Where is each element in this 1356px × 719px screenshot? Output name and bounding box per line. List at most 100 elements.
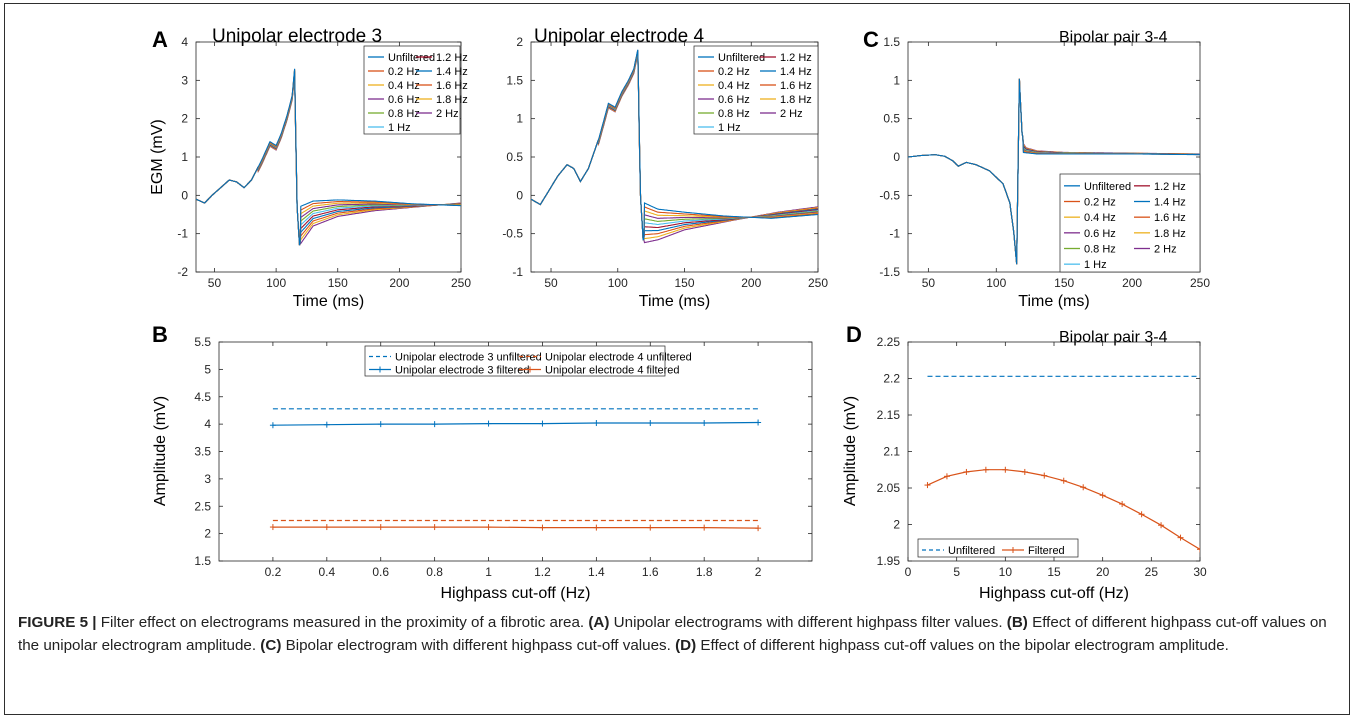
y-tick-label: 2 bbox=[204, 527, 211, 541]
series-line bbox=[272, 526, 759, 529]
legend: Unfiltered 0.2 Hz 0.4 Hz 0.6 Hz 0.8 Hz 1 Hz 1.… bbox=[1059, 173, 1201, 273]
y-tick-label: 0 bbox=[181, 188, 188, 202]
legend-label: Unfiltered bbox=[1084, 181, 1131, 193]
y-tick-label: 3.5 bbox=[194, 445, 211, 459]
legend-label: 0.2 Hz bbox=[388, 66, 420, 78]
x-tick-label: 1 bbox=[485, 565, 492, 579]
y-tick-label: -1 bbox=[889, 227, 900, 241]
legend-box bbox=[1059, 173, 1201, 273]
y-axis-label: Amplitude (mV) bbox=[152, 396, 169, 506]
x-tick-label: 250 bbox=[451, 276, 471, 290]
y-tick-label: 5 bbox=[204, 362, 211, 376]
y-tick-label: 1 bbox=[181, 150, 188, 164]
caption-label: FIGURE 5 | bbox=[18, 614, 97, 631]
y-tick-label: 2.15 bbox=[877, 408, 901, 422]
legend-box bbox=[363, 45, 461, 135]
legend-box bbox=[693, 45, 819, 135]
y-tick-label: 2.5 bbox=[194, 499, 211, 513]
plot-area bbox=[908, 78, 1200, 265]
x-tick-label: 0.6 bbox=[372, 565, 389, 579]
legend-label: 0.4 Hz bbox=[388, 80, 420, 92]
y-tick-label: -1.5 bbox=[879, 265, 900, 279]
legend-label: 2 Hz bbox=[780, 108, 803, 120]
x-tick-label: 1.8 bbox=[696, 565, 713, 579]
y-tick-label: -2 bbox=[177, 265, 188, 279]
x-tick-label: 15 bbox=[1047, 565, 1061, 579]
panel-title: Unipolar electrode 3 bbox=[212, 26, 382, 47]
x-tick-label: 150 bbox=[328, 276, 348, 290]
x-tick-label: 30 bbox=[1193, 565, 1207, 579]
legend: Unfiltered Filtered bbox=[917, 538, 1079, 558]
series-line bbox=[272, 421, 759, 426]
panel-A2: 50 100 150 200 250 -1 -0.5 0 0.5 1 1.5 2 Time (ms) Un… bbox=[502, 26, 828, 310]
y-tick-label: 2 bbox=[181, 112, 188, 126]
panel-letter: C bbox=[863, 27, 879, 52]
legend-label: 1.8 Hz bbox=[780, 94, 812, 106]
legend-label: Unfiltered bbox=[718, 52, 765, 64]
x-tick-label: 200 bbox=[1122, 276, 1142, 290]
legend-label: 0.4 Hz bbox=[718, 80, 750, 92]
legend-label: Unipolar electrode 4 filtered bbox=[545, 365, 680, 377]
y-tick-label: -1 bbox=[512, 265, 523, 279]
y-tick-label: 0.5 bbox=[506, 150, 523, 164]
legend-label: 1.6 Hz bbox=[780, 80, 812, 92]
panel-D: 0 5 10 15 20 25 30 1.95 2 2.05 2.1 2.15 2.2 2.25 Highp… bbox=[842, 322, 1207, 602]
legend-label: 1.6 Hz bbox=[1154, 212, 1186, 224]
y-axis-label: EGM (mV) bbox=[149, 119, 166, 195]
legend-label: Filtered bbox=[1028, 545, 1065, 557]
legend-label: Unfiltered bbox=[388, 52, 435, 64]
series-line bbox=[531, 49, 818, 241]
legend-label: 1 Hz bbox=[718, 122, 741, 134]
legend-label: Unipolar electrode 3 filtered bbox=[395, 365, 530, 377]
caption-tag-b: (B) bbox=[1006, 614, 1028, 631]
x-tick-label: 2 bbox=[755, 565, 762, 579]
plot-area bbox=[196, 68, 461, 246]
caption-text-b: Effect of different highpass cut-off val… bbox=[18, 614, 1327, 654]
x-tick-label: 200 bbox=[741, 276, 761, 290]
y-tick-label: 1.5 bbox=[194, 554, 211, 568]
plot-area bbox=[269, 408, 762, 532]
legend-label: 0.2 Hz bbox=[1084, 197, 1116, 209]
y-tick-label: 0.5 bbox=[883, 112, 900, 126]
y-tick-label: 2.2 bbox=[883, 372, 900, 386]
y-tick-label: 1 bbox=[893, 73, 900, 87]
legend-label: 0.6 Hz bbox=[388, 94, 420, 106]
caption-tag-a: (A) bbox=[588, 614, 610, 631]
x-axis-label: Highpass cut-off (Hz) bbox=[441, 585, 591, 602]
plot-area bbox=[924, 375, 1200, 553]
x-tick-label: 0.2 bbox=[265, 565, 282, 579]
legend-label: 1.8 Hz bbox=[1154, 228, 1186, 240]
legend-label: 1.6 Hz bbox=[436, 80, 468, 92]
y-tick-label: 0 bbox=[893, 150, 900, 164]
legend-box bbox=[917, 538, 1079, 558]
legend-label: 1.8 Hz bbox=[436, 94, 468, 106]
legend-label: 1.4 Hz bbox=[436, 66, 468, 78]
legend: Unfiltered 0.2 Hz 0.4 Hz 0.6 Hz 0.8 Hz 1 Hz 1.… bbox=[693, 45, 819, 135]
x-axis-label: Time (ms) bbox=[639, 293, 710, 310]
caption-text-d: Effect of different highpass cut-off val… bbox=[696, 637, 1229, 654]
y-tick-label: -1 bbox=[177, 227, 188, 241]
legend-label: 2 Hz bbox=[436, 108, 459, 120]
legend-label: 1.4 Hz bbox=[1154, 197, 1186, 209]
y-tick-label: 4.5 bbox=[194, 390, 211, 404]
x-tick-label: 250 bbox=[1190, 276, 1210, 290]
y-tick-label: 1.5 bbox=[506, 73, 523, 87]
x-axis-label: Highpass cut-off (Hz) bbox=[979, 585, 1129, 602]
x-tick-label: 20 bbox=[1096, 565, 1110, 579]
x-tick-label: 5 bbox=[953, 565, 960, 579]
legend-label: 1.4 Hz bbox=[780, 66, 812, 78]
legend-label: 0.6 Hz bbox=[718, 94, 750, 106]
x-tick-label: 1.2 bbox=[534, 565, 551, 579]
y-axis-label: Amplitude (mV) bbox=[842, 396, 859, 506]
x-tick-label: 150 bbox=[674, 276, 694, 290]
x-axis-label: Time (ms) bbox=[1018, 293, 1089, 310]
x-tick-label: 0.4 bbox=[318, 565, 335, 579]
x-tick-label: 10 bbox=[999, 565, 1013, 579]
y-tick-label: 1 bbox=[516, 112, 523, 126]
x-tick-label: 50 bbox=[544, 276, 558, 290]
panel-A1: 50 100 150 200 250 -2 -1 0 1 2 3 4 Time (ms) EGM (mV)… bbox=[149, 26, 471, 310]
legend-label: Unipolar electrode 3 unfiltered bbox=[395, 352, 542, 364]
legend-label: 0.4 Hz bbox=[1084, 212, 1116, 224]
x-tick-label: 100 bbox=[608, 276, 628, 290]
y-tick-label: 4 bbox=[204, 417, 211, 431]
